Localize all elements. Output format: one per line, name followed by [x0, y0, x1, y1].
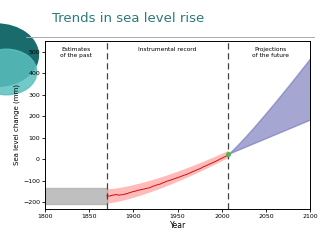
Circle shape: [0, 49, 37, 95]
Text: Trends in sea level rise: Trends in sea level rise: [52, 12, 204, 25]
Text: Estimates
of the past: Estimates of the past: [60, 47, 92, 58]
X-axis label: Year: Year: [170, 222, 186, 230]
Y-axis label: Sea level change (mm): Sea level change (mm): [14, 84, 20, 165]
Circle shape: [0, 24, 38, 86]
Text: Projections
of the future: Projections of the future: [252, 47, 289, 58]
Text: Instrumental record: Instrumental record: [138, 47, 196, 52]
